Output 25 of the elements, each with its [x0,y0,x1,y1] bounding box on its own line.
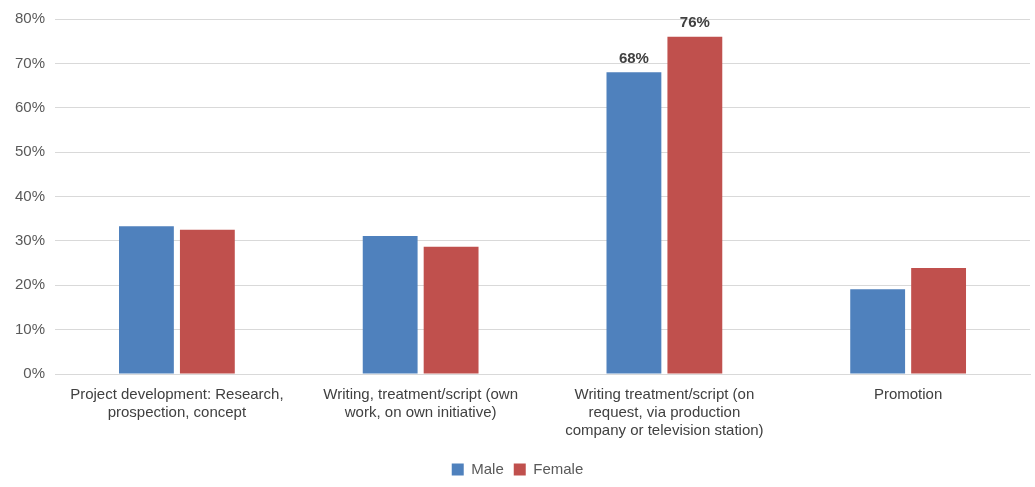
bar [179,229,235,374]
data-label: 68% [618,48,649,66]
x-tick-label: Promotion [873,385,943,403]
bar [850,289,906,374]
y-tick-label: 0% [23,364,46,382]
x-tick-label: Project development: Research, prospection, concept [70,385,284,421]
x-tick-label: Writing treatment/script (on request, via production company or television station) [565,385,764,439]
bar [362,235,418,374]
bar [911,267,967,374]
bar [119,226,174,374]
bar [606,72,662,374]
y-tick-label: 20% [14,275,46,293]
y-tick-label: 60% [14,97,46,115]
y-tick-label: 10% [14,319,46,337]
data-label: 76% [679,13,710,31]
bar [667,36,723,374]
bar [423,246,479,374]
legend-label: Female [533,459,584,477]
y-tick-label: 80% [14,9,46,27]
y-tick-label: 30% [14,231,46,249]
legend-label: Male [471,459,504,477]
y-tick-label: 40% [14,186,46,204]
y-tick-label: 50% [14,142,46,160]
x-tick-label: Writing, treatment/script (own work, on own initiative) [323,385,519,421]
y-tick-label: 70% [14,53,46,71]
